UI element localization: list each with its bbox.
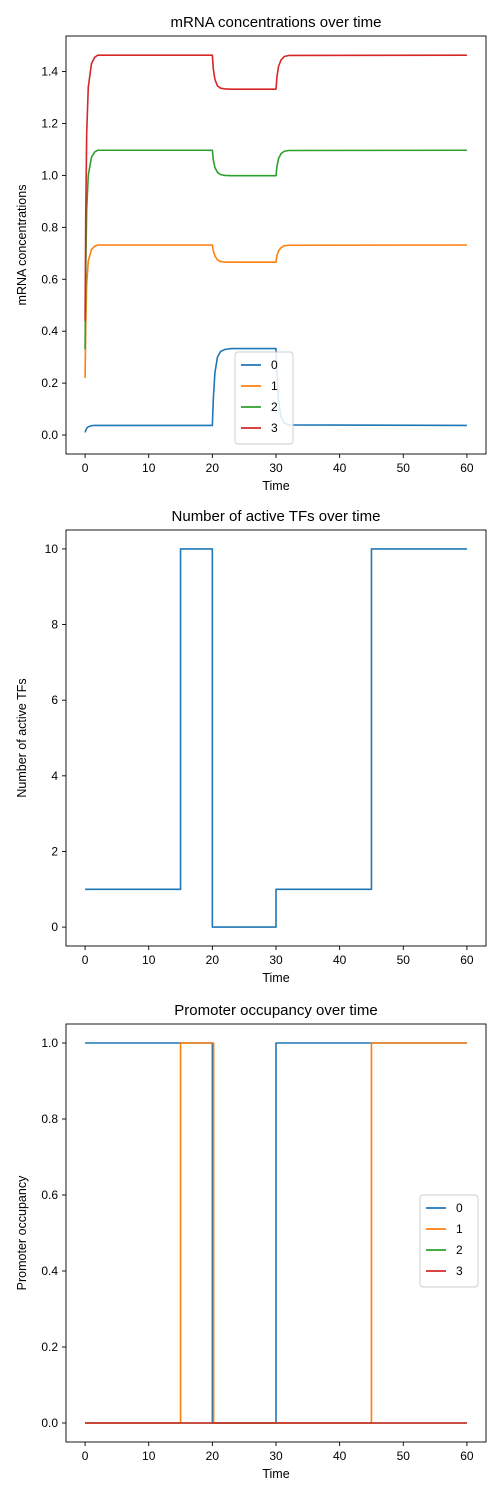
y-tick-label: 1.4 — [41, 65, 58, 79]
x-tick-label: 0 — [82, 953, 89, 967]
y-tick-label: 0.0 — [41, 1416, 58, 1430]
legend-box — [234, 351, 294, 445]
legend-label: 2 — [456, 1243, 463, 1257]
y-tick-label: 0.4 — [41, 324, 58, 338]
x-axis-label: Time — [262, 971, 289, 985]
series-line-0 — [85, 548, 467, 928]
x-tick-label: 60 — [460, 461, 474, 475]
y-axis-label: Promoter occupancy — [15, 1175, 29, 1290]
x-tick-label: 0 — [82, 1449, 89, 1463]
y-tick-label: 1.0 — [41, 168, 58, 182]
series-line-2 — [84, 149, 467, 350]
chart-title: mRNA concentrations over time — [171, 14, 382, 31]
series-group — [85, 548, 467, 928]
series-line-1 — [84, 244, 467, 378]
x-axis-label: Time — [262, 479, 289, 493]
legend-box — [419, 1194, 479, 1288]
series-group — [85, 1042, 467, 1424]
y-tick-label: 0.2 — [41, 1340, 58, 1354]
y-tick-label: 0.8 — [41, 220, 58, 234]
y-tick-label: 0.4 — [41, 1264, 58, 1278]
y-tick-label: 0.0 — [41, 428, 58, 442]
legend: 0 1 2 3 — [419, 1194, 479, 1288]
y-tick-label: 0.8 — [41, 1112, 58, 1126]
y-tick-label: 0.6 — [41, 1188, 58, 1202]
legend-label: 0 — [271, 358, 278, 372]
x-tick-label: 0 — [82, 461, 89, 475]
x-tick-label: 10 — [142, 953, 156, 967]
x-tick-label: 40 — [333, 1449, 347, 1463]
chart-title: Number of active TFs over time — [172, 508, 381, 525]
x-tick-label: 20 — [206, 1449, 220, 1463]
x-tick-label: 20 — [206, 461, 220, 475]
series-line-1 — [85, 1042, 467, 1424]
x-tick-label: 60 — [460, 1449, 474, 1463]
x-tick-label: 50 — [397, 953, 411, 967]
y-tick-label: 0 — [51, 920, 58, 934]
x-axis-label: Time — [262, 1467, 289, 1481]
legend-label: 3 — [271, 421, 278, 435]
y-axis-label: Number of active TFs — [15, 678, 29, 797]
y-tick-label: 8 — [51, 618, 58, 632]
y-tick-label: 4 — [51, 769, 58, 783]
x-tick-label: 40 — [333, 953, 347, 967]
x-tick-label: 40 — [333, 461, 347, 475]
y-tick-label: 10 — [45, 542, 59, 556]
x-tick-label: 30 — [269, 461, 283, 475]
legend-label: 0 — [456, 1201, 463, 1215]
chart-title: Promoter occupancy over time — [174, 1002, 377, 1019]
y-tick-label: 1.0 — [41, 1036, 58, 1050]
y-tick-label: 1.2 — [41, 116, 58, 130]
legend-label: 1 — [456, 1222, 463, 1236]
series-line-3 — [84, 54, 467, 321]
y-axis-label: mRNA concentrations — [15, 185, 29, 306]
x-tick-label: 30 — [269, 953, 283, 967]
x-tick-label: 20 — [206, 953, 220, 967]
legend-label: 1 — [271, 379, 278, 393]
x-tick-label: 10 — [142, 461, 156, 475]
legend: 0 1 2 3 — [234, 351, 294, 445]
y-tick-label: 0.6 — [41, 272, 58, 286]
x-tick-label: 50 — [397, 1449, 411, 1463]
legend-label: 2 — [271, 400, 278, 414]
y-tick-label: 6 — [51, 693, 58, 707]
x-tick-label: 60 — [460, 953, 474, 967]
x-tick-label: 30 — [269, 1449, 283, 1463]
x-tick-label: 10 — [142, 1449, 156, 1463]
x-tick-label: 50 — [397, 461, 411, 475]
y-tick-label: 0.2 — [41, 376, 58, 390]
y-tick-label: 2 — [51, 844, 58, 858]
legend-label: 3 — [456, 1264, 463, 1278]
